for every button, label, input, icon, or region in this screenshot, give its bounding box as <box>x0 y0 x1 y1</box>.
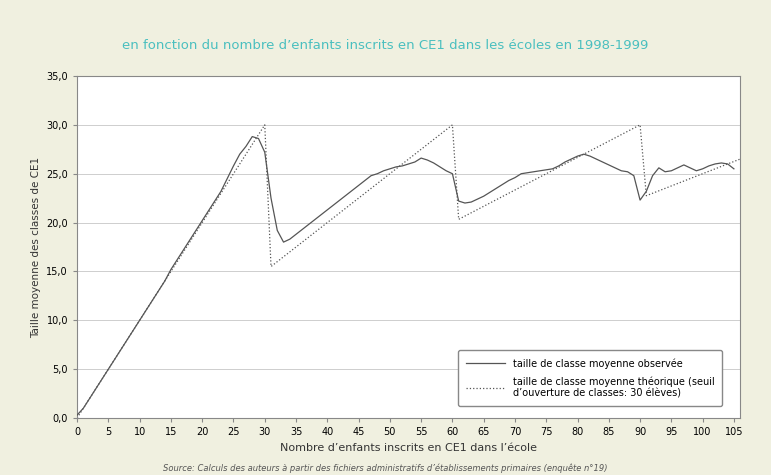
Text: en fonction du nombre d’enfants inscrits en CE1 dans les écoles en 1998-1999: en fonction du nombre d’enfants inscrits… <box>123 39 648 52</box>
X-axis label: Nombre d’enfants inscrits en CE1 dans l’école: Nombre d’enfants inscrits en CE1 dans l’… <box>280 443 537 453</box>
Text: Source: Calculs des auteurs à partir des fichiers administratifs d’établissement: Source: Calculs des auteurs à partir des… <box>163 463 608 473</box>
Y-axis label: Taille moyenne des classes de CE1: Taille moyenne des classes de CE1 <box>31 156 41 338</box>
Legend: taille de classe moyenne observée, taille de classe moyenne théorique (seuil
d’o: taille de classe moyenne observée, taill… <box>458 351 722 406</box>
